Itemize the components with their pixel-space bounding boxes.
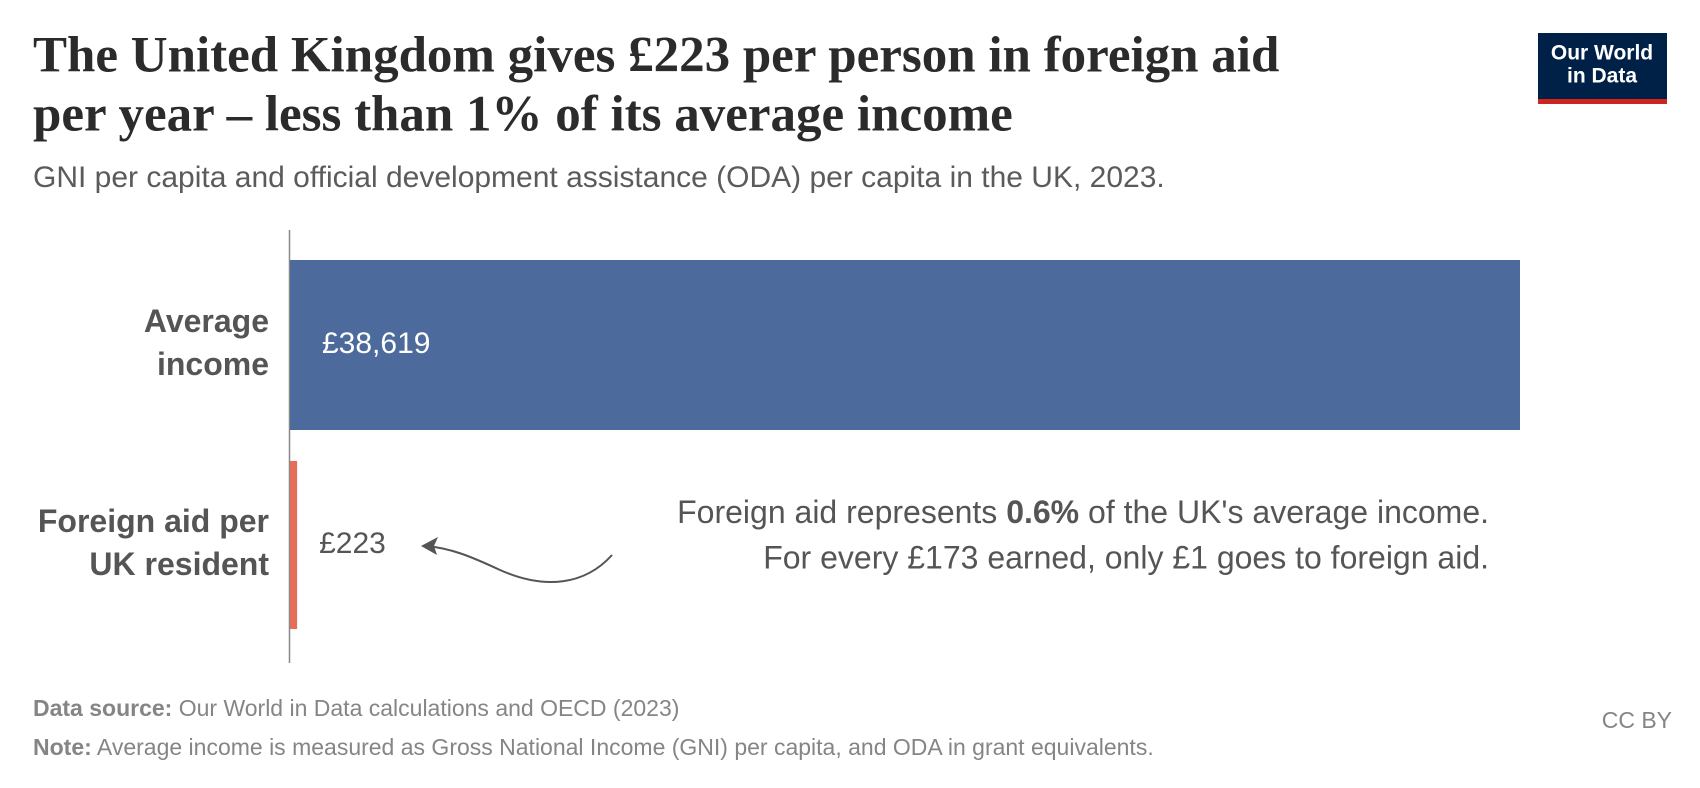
annotation-bold: 0.6%	[1006, 494, 1079, 530]
license: CC BY	[1602, 707, 1672, 733]
annotation-text: of the UK's average income.	[1079, 494, 1489, 530]
annotation: Foreign aid represents 0.6% of the UK's …	[677, 494, 1489, 530]
bar	[290, 461, 298, 629]
source: Data source: Our World in Data calculati…	[33, 695, 679, 721]
logo-box	[1538, 33, 1667, 99]
note-text: Average income is measured as Gross Nati…	[92, 734, 1154, 760]
source-text: Our World in Data calculations and OECD …	[172, 695, 679, 721]
chart-title: The United Kingdom gives £223 per person…	[33, 28, 1279, 84]
category-label: Foreign aid per	[38, 503, 269, 539]
source-label: Data source:	[33, 695, 172, 721]
note: Note: Average income is measured as Gros…	[33, 734, 1154, 760]
category-label: Average	[144, 303, 269, 339]
annotation-arrow	[425, 545, 613, 583]
category-label: UK resident	[89, 546, 269, 582]
annotation: For every £173 earned, only £1 goes to f…	[763, 539, 1489, 575]
chart-title: per year – less than 1% of its average i…	[33, 87, 1013, 143]
logo-bar	[1538, 99, 1667, 104]
annotation-text: Foreign aid represents	[677, 494, 1006, 530]
category-label: income	[157, 346, 269, 382]
bar	[290, 260, 1520, 430]
logo-text: in Data	[1567, 65, 1637, 88]
arrow-head	[421, 537, 438, 555]
note-label: Note:	[33, 734, 92, 760]
logo-text: Our World	[1551, 42, 1653, 65]
value-label: £223	[319, 527, 386, 560]
value-label: £38,619	[322, 327, 430, 360]
subtitle: GNI per capita and official development …	[33, 161, 1165, 194]
